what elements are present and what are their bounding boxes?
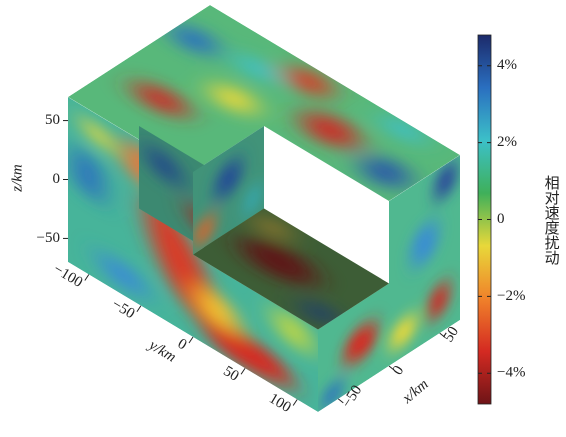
y-tick <box>188 336 194 344</box>
y-tick <box>240 367 246 375</box>
x-tick-label: 50 <box>441 324 463 345</box>
colorbar-tick-label: 4% <box>497 57 517 73</box>
x-axis-title: x/km <box>399 376 432 407</box>
colorbar-tick-label: −4% <box>497 365 525 381</box>
cut-wall-side <box>193 125 265 255</box>
y-tick-label: 50 <box>220 363 241 384</box>
x-tick-label: 0 <box>390 363 408 378</box>
x-tick <box>439 332 446 338</box>
z-tick-label: 50 <box>45 112 60 128</box>
y-tick <box>292 399 298 406</box>
x-tick <box>388 365 395 371</box>
cut-floor <box>193 208 390 330</box>
colorbar-tick-label: 2% <box>497 134 517 150</box>
z-tick-label: 0 <box>53 171 61 187</box>
colorbar-tick-label: 0 <box>497 211 505 227</box>
y-tick <box>84 274 90 281</box>
colorbar-tick-label: −2% <box>497 288 525 304</box>
y-tick-label: 0 <box>175 336 190 354</box>
z-tick-label: −50 <box>37 230 60 246</box>
z-axis-title: z/km <box>9 164 25 193</box>
y-tick <box>136 305 142 313</box>
x-tick <box>337 398 344 404</box>
volume <box>68 4 461 413</box>
y-axis-title: y/km <box>144 336 178 365</box>
colorbar-label: 相对速度扰动 <box>543 175 560 266</box>
